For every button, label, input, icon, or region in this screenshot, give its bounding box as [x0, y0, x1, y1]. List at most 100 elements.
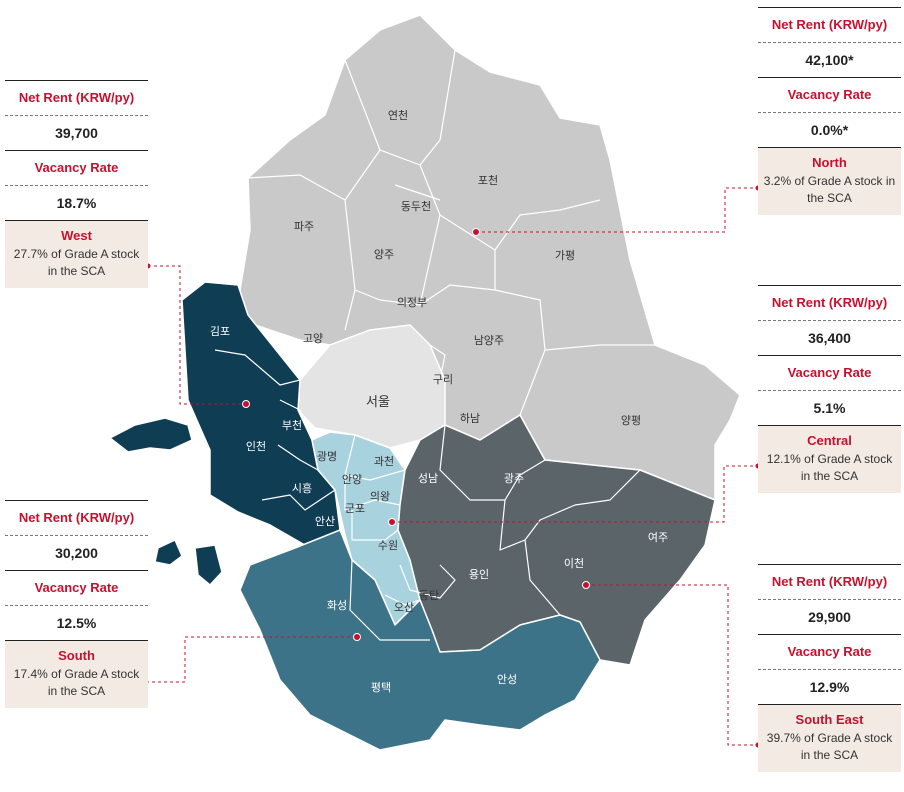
- south-vacancy-value: 12.5%: [56, 615, 97, 631]
- west-share: 27.7% of Grade A stock in the SCA: [13, 247, 140, 278]
- west-vacancy-value: 18.7%: [56, 195, 97, 211]
- south-east-vacancy-value: 12.9%: [809, 679, 850, 695]
- label-uiwang: 의왕: [370, 490, 390, 503]
- north-panel: Net Rent (KRW/py) 42,100* Vacancy Rate 0…: [758, 7, 901, 215]
- label-dongducheon: 동두천: [401, 199, 431, 213]
- south-east-box: South East 39.7% of Grade A stock in the…: [758, 704, 901, 772]
- label-gwangju: 광주: [504, 472, 524, 485]
- south-vacancy-label: Vacancy Rate: [34, 580, 119, 595]
- south-vacancy-row: 12.5%: [5, 605, 148, 640]
- south-east-vacancy-row: 12.9%: [758, 669, 901, 704]
- label-incheon: 인천: [246, 439, 266, 453]
- label-gwacheon: 과천: [374, 454, 394, 468]
- label-gimpo: 김포: [210, 325, 230, 338]
- south-name: South: [58, 648, 95, 663]
- central-vacancy-row: 5.1%: [758, 390, 901, 425]
- west-island-1: [109, 417, 193, 453]
- label-gapyeong: 가평: [555, 249, 575, 262]
- label-uijeongbu: 의정부: [397, 296, 427, 309]
- south-east-rent-label: Net Rent (KRW/py): [771, 574, 888, 589]
- west-vacancy-row: 18.7%: [5, 185, 148, 220]
- south-east-rent-value: 29,900: [808, 609, 851, 625]
- central-rent-label-row: Net Rent (KRW/py): [758, 285, 901, 320]
- west-island-2: [154, 539, 183, 566]
- label-yongin: 용인: [469, 568, 489, 581]
- label-paju: 파주: [294, 220, 314, 233]
- south-east-region: [397, 414, 716, 666]
- label-pocheon: 포천: [478, 173, 498, 187]
- west-island-3: [194, 544, 223, 586]
- label-osan: 오산: [394, 601, 414, 614]
- central-rent-row: 36,400: [758, 320, 901, 355]
- central-name: Central: [807, 433, 852, 448]
- label-gunpo: 군포: [345, 502, 365, 515]
- label-seoul: 서울: [366, 395, 390, 410]
- north-vacancy-value: 0.0%*: [810, 122, 849, 138]
- central-box: Central 12.1% of Grade A stock in the SC…: [758, 425, 901, 493]
- west-name: West: [61, 228, 92, 243]
- south-panel: Net Rent (KRW/py) 30,200 Vacancy Rate 12…: [5, 500, 148, 708]
- label-gwangmyeong: 광명: [317, 450, 337, 463]
- south-east-share: 39.7% of Grade A stock in the SCA: [766, 731, 893, 762]
- central-panel: Net Rent (KRW/py) 36,400 Vacancy Rate 5.…: [758, 285, 901, 493]
- label-anyang: 안양: [342, 473, 362, 486]
- south-rent-label-row: Net Rent (KRW/py): [5, 500, 148, 535]
- west-rent-label-row: Net Rent (KRW/py): [5, 80, 148, 115]
- label-hwaseong: 화성: [327, 599, 347, 612]
- west-vacancy-label-row: Vacancy Rate: [5, 150, 148, 185]
- south-share: 17.4% of Grade A stock in the SCA: [13, 667, 140, 698]
- leader-lines: [146, 187, 758, 746]
- north-box: North 3.2% of Grade A stock in the SCA: [758, 147, 901, 215]
- west-marker: [242, 400, 250, 408]
- label-yeoncheon: 연천: [388, 108, 408, 122]
- north-vacancy-row: 0.0%*: [758, 112, 901, 147]
- west-panel: Net Rent (KRW/py) 39,700 Vacancy Rate 18…: [5, 80, 148, 288]
- south-rent-label: Net Rent (KRW/py): [18, 510, 135, 525]
- label-anseong: 안성: [497, 673, 517, 686]
- south-rent-row: 30,200: [5, 535, 148, 570]
- south-east-rent-label-row: Net Rent (KRW/py): [758, 564, 901, 599]
- label-pyeongtaek: 평택: [371, 681, 391, 694]
- label-icheon: 이천: [564, 556, 584, 570]
- south-east-vacancy-label: Vacancy Rate: [787, 644, 872, 659]
- north-vacancy-label: Vacancy Rate: [787, 87, 872, 102]
- label-siheung: 시흥: [292, 481, 312, 495]
- south-east-vacancy-label-row: Vacancy Rate: [758, 634, 901, 669]
- north-rent-label-row: Net Rent (KRW/py): [758, 7, 901, 42]
- south-vacancy-label-row: Vacancy Rate: [5, 570, 148, 605]
- west-rent-value: 39,700: [55, 125, 98, 141]
- central-vacancy-value: 5.1%: [813, 400, 846, 416]
- north-vacancy-label-row: Vacancy Rate: [758, 77, 901, 112]
- label-ansan: 안산: [315, 515, 335, 528]
- label-seongnam: 성남: [418, 472, 438, 485]
- west-rent-row: 39,700: [5, 115, 148, 150]
- north-rent-label: Net Rent (KRW/py): [771, 17, 888, 32]
- central-rent-label: Net Rent (KRW/py): [771, 295, 888, 310]
- south-east-rent-row: 29,900: [758, 599, 901, 634]
- north-name: North: [812, 155, 847, 170]
- west-vacancy-label: Vacancy Rate: [34, 160, 119, 175]
- west-box: West 27.7% of Grade A stock in the SCA: [5, 220, 148, 288]
- central-share: 12.1% of Grade A stock in the SCA: [766, 452, 893, 483]
- central-marker: [388, 518, 396, 526]
- label-hanam: 하남: [460, 411, 480, 425]
- north-share: 3.2% of Grade A stock in the SCA: [763, 174, 896, 205]
- north-marker: [472, 228, 480, 236]
- central-vacancy-label: Vacancy Rate: [787, 365, 872, 380]
- label-namyangju: 남양주: [474, 334, 504, 347]
- label-dongtan: 동탄: [419, 589, 439, 602]
- label-yeoju: 여주: [648, 531, 668, 544]
- south-east-name: South East: [795, 712, 864, 727]
- label-goyang: 고양: [303, 332, 323, 345]
- central-rent-value: 36,400: [808, 330, 851, 346]
- north-rent-row: 42,100*: [758, 42, 901, 77]
- label-yangpyeong: 양평: [621, 414, 641, 427]
- label-yangju: 양주: [374, 248, 394, 261]
- south-east-marker: [582, 581, 590, 589]
- south-marker: [353, 633, 361, 641]
- south-rent-value: 30,200: [55, 545, 98, 561]
- north-rent-value: 42,100*: [805, 52, 854, 68]
- label-guri: 구리: [433, 373, 453, 386]
- label-bucheon: 부천: [282, 418, 302, 432]
